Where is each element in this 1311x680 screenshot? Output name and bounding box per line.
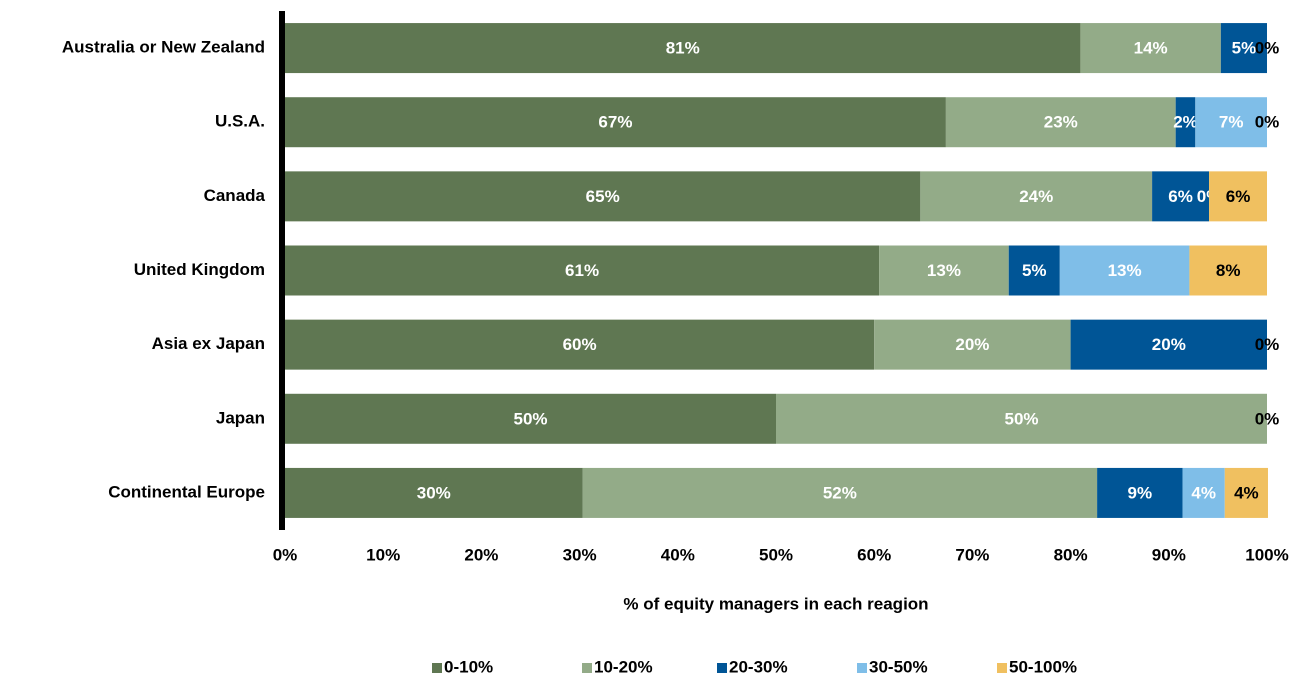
data-label: 0% (1255, 113, 1280, 132)
data-label: 60% (563, 335, 597, 354)
x-tick-label: 100% (1245, 545, 1288, 564)
x-tick-label: 90% (1152, 545, 1186, 564)
bar-segment (1097, 467, 1183, 518)
bar-segment (945, 97, 1176, 148)
data-label: 0% (1255, 39, 1280, 58)
x-tick-label: 50% (759, 545, 793, 564)
legend-label: 30-50% (869, 657, 928, 676)
bar-segment (920, 171, 1153, 222)
x-tick-label: 70% (955, 545, 989, 564)
bar-segment (1189, 245, 1267, 296)
data-label: 7% (1219, 113, 1244, 132)
bar-segment (1195, 97, 1267, 148)
legend-label: 0-10% (444, 657, 493, 676)
y-tick-label: Japan (216, 408, 265, 427)
data-label: 61% (565, 261, 599, 280)
x-tick-label: 80% (1054, 545, 1088, 564)
data-label: 13% (1108, 261, 1142, 280)
data-label: 20% (1152, 335, 1186, 354)
legend-label: 50-100% (1009, 657, 1077, 676)
y-tick-label: U.S.A. (215, 112, 265, 131)
bar-segment (285, 393, 776, 444)
legend-swatch (997, 663, 1007, 673)
bar-segment (285, 319, 875, 370)
x-tick-label: 30% (563, 545, 597, 564)
data-label: 81% (666, 39, 700, 58)
bar-segment (879, 245, 1009, 296)
bar-segment (1070, 319, 1267, 370)
bar-segment (1220, 23, 1267, 74)
data-label: 67% (598, 113, 632, 132)
bar-segment (1224, 467, 1268, 518)
data-label: 0% (1255, 409, 1280, 428)
bar-segment (285, 97, 946, 148)
data-label: 24% (1019, 187, 1053, 206)
data-label: 5% (1232, 39, 1257, 58)
bar-segment (1152, 171, 1210, 222)
data-label: 50% (513, 409, 547, 428)
legend-swatch (432, 663, 442, 673)
data-label: 52% (823, 483, 857, 502)
bar-segment (776, 393, 1267, 444)
y-tick-label: Canada (204, 186, 266, 205)
bar-segment (1182, 467, 1225, 518)
x-tick-label: 10% (366, 545, 400, 564)
legend-label: 20-30% (729, 657, 788, 676)
y-tick-label: Australia or New Zealand (62, 38, 265, 57)
data-label: 20% (955, 335, 989, 354)
bar-segment (1059, 245, 1190, 296)
y-tick-label: United Kingdom (134, 260, 265, 279)
data-label: 50% (1004, 409, 1038, 428)
data-label: 4% (1191, 483, 1216, 502)
data-label: 6% (1226, 187, 1251, 206)
bar-segment (1175, 97, 1196, 148)
legend-swatch (717, 663, 727, 673)
data-label: 2% (1173, 113, 1198, 132)
data-label: 13% (927, 261, 961, 280)
data-label: 6% (1168, 187, 1193, 206)
bar-segment (285, 245, 880, 296)
bar-segment (1080, 23, 1221, 74)
y-tick-label: Asia ex Japan (152, 334, 265, 353)
data-label: 23% (1044, 113, 1078, 132)
y-tick-label: Continental Europe (108, 482, 265, 501)
data-label: 30% (417, 483, 451, 502)
data-label: 0% (1255, 335, 1280, 354)
bar-segment (582, 467, 1098, 518)
data-label: 9% (1128, 483, 1153, 502)
x-tick-label: 20% (464, 545, 498, 564)
data-label: 8% (1216, 261, 1241, 280)
bar-segment (285, 23, 1081, 74)
data-label: 14% (1134, 39, 1168, 58)
x-axis-title: % of equity managers in each reagion (623, 594, 928, 613)
legend-label: 10-20% (594, 657, 653, 676)
data-label: 4% (1234, 483, 1259, 502)
legend-swatch (857, 663, 867, 673)
x-tick-label: 40% (661, 545, 695, 564)
data-label: 5% (1022, 261, 1047, 280)
x-tick-label: 60% (857, 545, 891, 564)
x-tick-label: 0% (273, 545, 298, 564)
legend-swatch (582, 663, 592, 673)
bar-segment (1209, 171, 1267, 222)
bar-segment (1008, 245, 1060, 296)
bar-segment (874, 319, 1071, 370)
bar-segment (285, 171, 921, 222)
data-label: 65% (586, 187, 620, 206)
bar-segment (285, 467, 583, 518)
